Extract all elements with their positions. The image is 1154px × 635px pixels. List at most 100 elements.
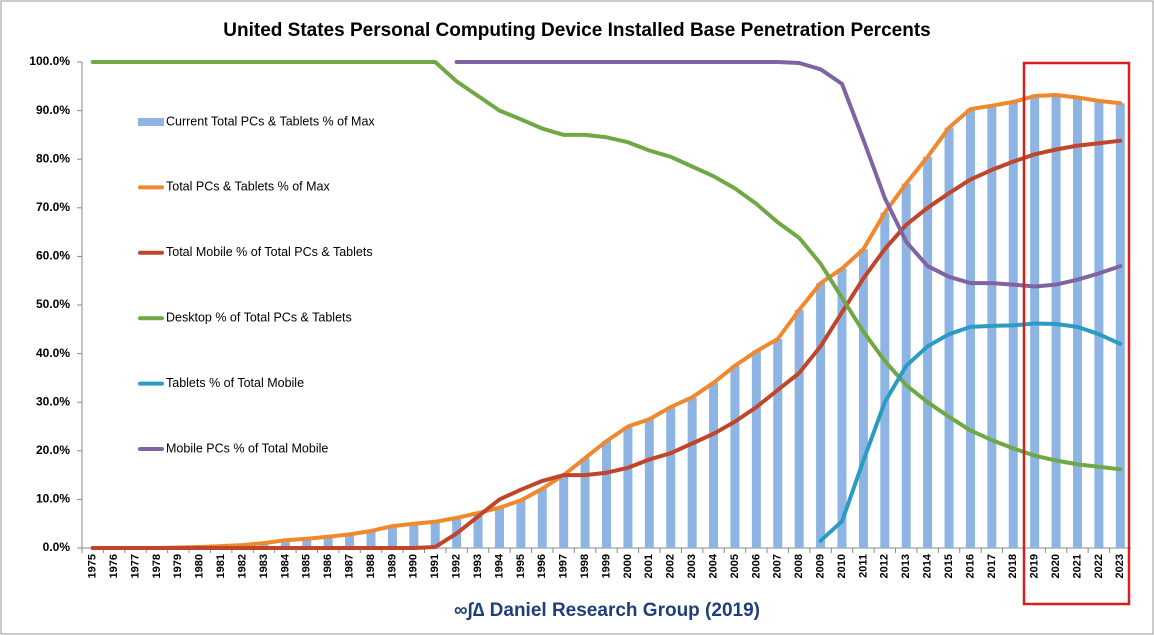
bar [923, 156, 933, 548]
x-tick-label: 2000 [622, 554, 634, 578]
x-tick-label: 1976 [108, 554, 120, 578]
y-tick-label: 70.0% [36, 200, 70, 214]
y-tick-label: 40.0% [36, 346, 70, 360]
plot: 0.0% 10.0% 20.0% 30.0% 40.0% 50.0% 60.0% 70.0% 8… [29, 54, 1131, 578]
x-tick-label: 1995 [515, 554, 527, 578]
bar [1051, 95, 1061, 548]
x-tick-label: 1989 [386, 554, 398, 578]
x-tick-label: 2016 [964, 554, 976, 578]
x-tick-label: 2008 [793, 554, 805, 578]
x-tick-label: 1983 [258, 554, 270, 578]
legend-swatch [138, 118, 164, 126]
y-tick-label: 80.0% [36, 151, 70, 165]
x-tick-label: 1997 [558, 554, 570, 578]
x-tick-label: 1996 [536, 554, 548, 578]
x-tick-label: 2010 [836, 554, 848, 578]
x-tick-label: 1985 [301, 554, 313, 578]
bar [323, 536, 333, 548]
y-tick-label: 0.0% [43, 540, 71, 554]
x-tick-label: 2022 [1093, 554, 1105, 578]
x-tick-label: 2019 [1029, 554, 1041, 578]
line [90, 138, 1123, 550]
y-tick-label: 10.0% [36, 492, 70, 506]
bar [473, 513, 483, 548]
line [90, 60, 1123, 472]
x-tick-label: 1994 [493, 553, 505, 578]
x-tick-label: 2005 [729, 554, 741, 578]
x-tick-label: 1986 [322, 554, 334, 578]
x-tick-label: 2013 [900, 554, 912, 578]
bar [858, 249, 868, 549]
x-tick-label: 1978 [151, 554, 163, 578]
bar [687, 397, 697, 548]
y-tick-label: 20.0% [36, 443, 70, 457]
bar [259, 543, 269, 548]
chart-title: United States Personal Computing Device … [223, 20, 930, 41]
bar [751, 351, 761, 548]
x-tick-label: 1984 [279, 553, 291, 578]
bar [494, 507, 504, 548]
bar [602, 441, 611, 548]
x-tick-label: 2004 [707, 553, 719, 578]
x-tick-label: 1977 [129, 554, 141, 578]
bar [366, 530, 376, 548]
y-tick-label: 50.0% [36, 297, 70, 311]
x-tick-label: 1979 [172, 554, 184, 578]
x-tick-label: 2018 [1007, 554, 1019, 578]
y-tick-label: 100.0% [29, 54, 70, 68]
x-tick-label: 1990 [408, 554, 420, 578]
x-tick-label: 1988 [365, 554, 377, 578]
bar [345, 534, 355, 548]
legend-label: Mobile PCs % of Total Mobile [166, 441, 328, 455]
x-tick-label: 1998 [579, 554, 591, 578]
legend-label: Current Total PCs & Tablets % of Max [166, 114, 375, 128]
x-tick-label: 1993 [472, 554, 484, 578]
x-tick-label: 2017 [986, 554, 998, 578]
legend-label: Tablets % of Total Mobile [166, 376, 304, 390]
bar [666, 407, 676, 548]
x-tick-label: 2015 [943, 554, 955, 578]
x-tick-label: 1980 [194, 554, 206, 578]
bar [1094, 100, 1104, 548]
bar [944, 127, 954, 549]
bar [773, 339, 783, 548]
bar [280, 540, 290, 548]
x-tick-label: 2021 [1071, 554, 1083, 578]
x-tick-label: 1999 [600, 554, 612, 578]
bar [794, 309, 804, 548]
x-tick-label: 2012 [879, 554, 891, 578]
legend-label: Total PCs & Tablets % of Max [166, 180, 330, 194]
x-tick-label: 1981 [215, 554, 227, 578]
x-tick-label: 2006 [750, 554, 762, 578]
x-tick-label: 2003 [686, 554, 698, 578]
bar [387, 526, 397, 548]
bar [730, 365, 740, 548]
x-tick-label: 2009 [814, 554, 826, 578]
legend-label: Desktop % of Total PCs & Tablets [166, 310, 352, 324]
y-tick-label: 30.0% [36, 394, 70, 408]
x-tick-label: 1987 [344, 554, 356, 578]
x-tick-label: 2007 [772, 554, 784, 578]
line [90, 93, 1123, 550]
bar [409, 523, 419, 548]
x-tick-label: 2001 [643, 554, 655, 578]
legend-label: Total Mobile % of Total PCs & Tablets [166, 245, 373, 259]
x-tick-label: 2014 [922, 553, 934, 578]
bar [1115, 103, 1125, 548]
x-tick-label: 1982 [236, 554, 248, 578]
x-tick-label: 2020 [1050, 554, 1062, 578]
bar [516, 500, 526, 548]
x-tick-label: 2002 [665, 554, 677, 578]
bar [430, 521, 440, 548]
bar [580, 458, 590, 548]
x-tick-label: 1992 [451, 554, 463, 578]
bar [302, 538, 312, 548]
x-tick-label: 1991 [429, 554, 441, 578]
bar [816, 283, 826, 548]
bar [644, 419, 654, 548]
x-tick-label: 2023 [1114, 554, 1126, 578]
bar [537, 488, 547, 548]
bar [623, 426, 633, 548]
